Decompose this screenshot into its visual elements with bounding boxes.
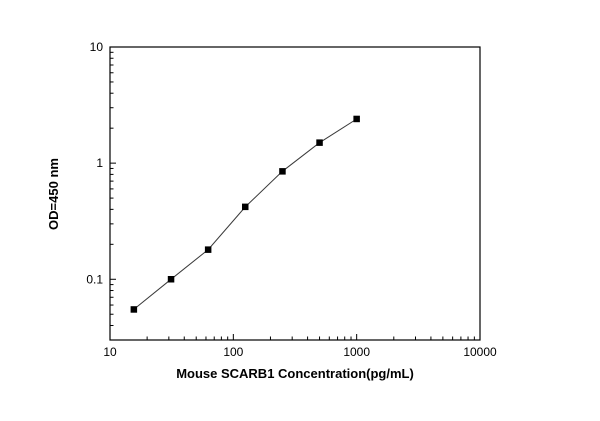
data-point [353,115,360,123]
plot-frame [109,46,481,341]
plot-border [109,46,481,341]
y-tick-label: 10 [90,40,104,54]
x-tick-label: 1000 [343,345,370,359]
x-tick-label: 10 [103,345,117,359]
data-point [279,168,286,175]
data-point [204,246,212,253]
y-tick-label: 1 [96,156,103,170]
y-tick-label: 0.1 [86,272,103,286]
y-axis-label: OD=450 nm [46,158,61,230]
x-axis-ticks: 10 100 1000 10000 [103,334,497,359]
data-series [130,115,360,313]
x-tick-label: 10000 [463,345,497,359]
x-tick-label: 100 [223,345,243,359]
data-point [130,306,138,313]
data-point [167,276,175,283]
data-point [242,203,249,211]
data-point [316,139,323,146]
y-axis-ticks: 0.1 1 10 [86,40,116,341]
series-line [133,118,357,310]
x-axis-label: Mouse SCARB1 Concentration(pg/mL) [176,366,414,381]
